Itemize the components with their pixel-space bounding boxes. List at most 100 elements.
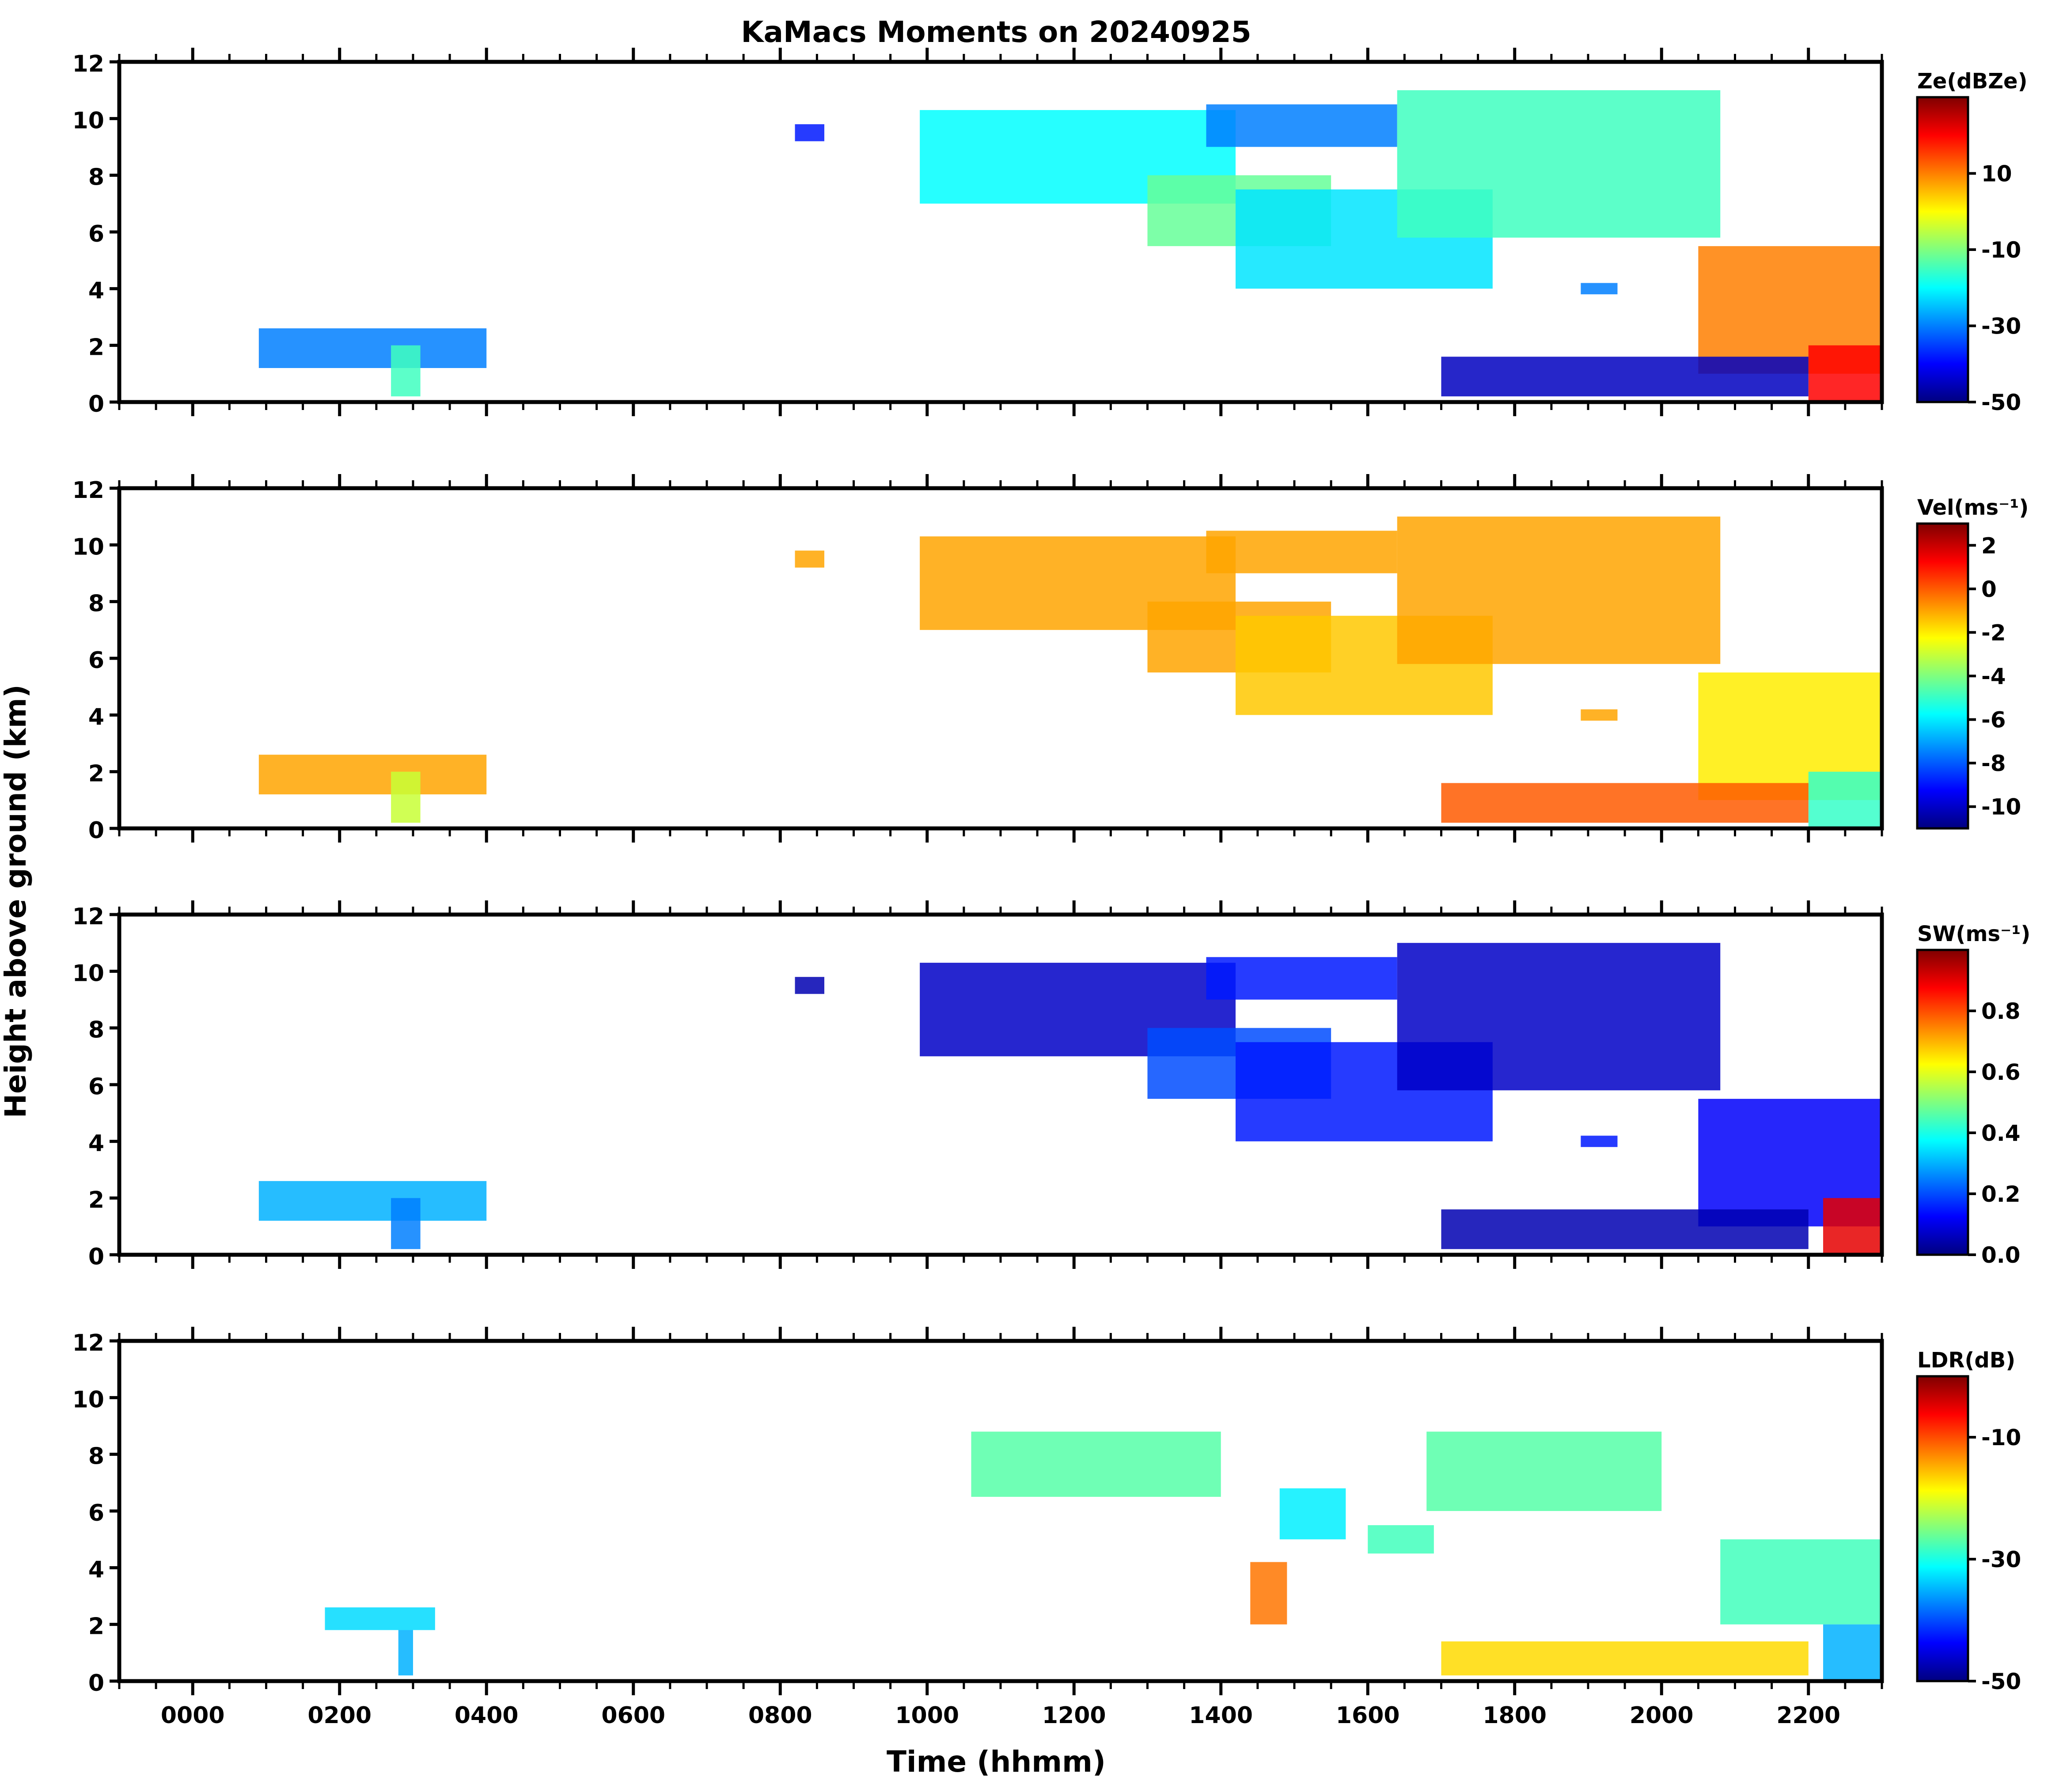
- y-tick-label: 8: [88, 1017, 104, 1044]
- colorbar-sw: 0.0 0.2 0.4 0.6 0.8 SW(ms⁻¹): [1916, 922, 2030, 1268]
- colorbar-gradient: [1916, 96, 1969, 403]
- colorbar-tick-label: -10: [1981, 794, 2021, 820]
- panel-ldr: 0 2 4 6 8 10 12 0000 0200 0400 0600 0800 1000 1200 140…: [72, 1327, 2021, 1729]
- colorbar-tick-label: 10: [1981, 161, 2012, 187]
- y-tick-label: 6: [88, 1500, 104, 1526]
- heatmap-feature: [1206, 104, 1397, 147]
- heatmap-feature: [1720, 1539, 1882, 1625]
- colorbar-tick-label: -10: [1981, 1425, 2021, 1450]
- heatmap-feature: [391, 1198, 421, 1249]
- x-tick-label: 1600: [1336, 1702, 1400, 1729]
- heatmap-feature: [1397, 516, 1721, 664]
- y-tick-label: 8: [88, 1443, 104, 1470]
- heatmap-feature: [1441, 783, 1809, 823]
- colorbar-tick-label: -4: [1981, 664, 2006, 689]
- colorbar-gradient: [1916, 522, 1969, 830]
- heatmap-feature: [1581, 709, 1618, 721]
- colorbar-ze: -50 -30 -10 10 Ze(dBZe): [1916, 69, 2028, 415]
- heatmap-feature: [1426, 1431, 1662, 1511]
- heatmap-feature: [1368, 1525, 1434, 1554]
- heatmap-feature: [1808, 771, 1882, 828]
- y-tick-label: 12: [72, 477, 104, 504]
- heatmap-feature: [1206, 531, 1397, 573]
- x-tick-label: 1000: [895, 1702, 959, 1729]
- heatmap-feature: [1823, 1198, 1882, 1255]
- heatmap-feature: [1397, 943, 1721, 1090]
- heatmap-feature: [1581, 283, 1618, 295]
- y-tick-label: 10: [72, 534, 104, 560]
- heatmap-feature: [1808, 345, 1882, 402]
- heatmap-data: [258, 90, 1882, 402]
- heatmap-feature: [1441, 1641, 1809, 1676]
- y-tick-label: 8: [88, 164, 104, 191]
- x-tick-label: 0000: [161, 1702, 225, 1729]
- y-tick-label: 4: [88, 1557, 104, 1583]
- colorbar-tick-label: -8: [1981, 751, 2006, 776]
- heatmap-feature: [258, 1181, 487, 1221]
- heatmap-data: [325, 1431, 1882, 1681]
- heatmap-feature: [1823, 1624, 1882, 1681]
- colorbar-tick-label: -30: [1981, 1547, 2021, 1572]
- colorbar-tick-label: 0: [1981, 577, 1997, 602]
- colorbar-label: SW(ms⁻¹): [1917, 922, 2030, 946]
- y-axis-label: Height above ground (km): [0, 684, 33, 1118]
- x-tick-label: 0600: [601, 1702, 665, 1729]
- colorbar-gradient: [1916, 1375, 1969, 1682]
- colorbar-label: LDR(dB): [1917, 1348, 2015, 1373]
- x-tick-label: 2200: [1776, 1702, 1840, 1729]
- colorbar-label: Vel(ms⁻¹): [1917, 495, 2029, 520]
- heatmap-feature: [1250, 1562, 1287, 1625]
- colorbar-vel: -10 -8 -6 -4 -2 0 2 Vel(ms⁻¹): [1916, 495, 2029, 830]
- colorbar-tick-label: -6: [1981, 707, 2006, 733]
- y-tick-label: 10: [72, 1386, 104, 1413]
- y-tick-label: 4: [88, 704, 104, 730]
- heatmap-feature: [258, 328, 487, 368]
- x-axis-label: Time (hhmm): [887, 1745, 1106, 1779]
- heatmap-feature: [1441, 1209, 1809, 1249]
- colorbar-tick-label: 0.6: [1981, 1059, 2021, 1085]
- heatmap-feature: [391, 771, 421, 823]
- colorbar-tick-label: -50: [1981, 390, 2021, 415]
- x-tick-label: 2000: [1630, 1702, 1694, 1729]
- heatmap-data: [258, 516, 1882, 828]
- x-tick-label: 1800: [1483, 1702, 1547, 1729]
- y-tick-label: 10: [72, 960, 104, 987]
- colorbar-label: Ze(dBZe): [1917, 69, 2028, 94]
- colorbar-ldr: -50 -30 -10 LDR(dB): [1916, 1348, 2021, 1694]
- colorbar-tick-label: 0.4: [1981, 1120, 2021, 1146]
- y-tick-label: 0: [88, 391, 104, 418]
- x-tick-label: 1200: [1042, 1702, 1106, 1729]
- heatmap-feature: [795, 551, 824, 568]
- colorbar-tick-label: 0.8: [1981, 999, 2021, 1024]
- heatmap-data: [258, 943, 1882, 1255]
- colorbar-tick-label: 2: [1981, 533, 1997, 558]
- y-tick-label: 2: [88, 334, 104, 361]
- heatmap-feature: [1279, 1488, 1346, 1540]
- y-tick-label: 0: [88, 1244, 104, 1270]
- x-tick-label: 0800: [748, 1702, 812, 1729]
- colorbar-tick-label: -10: [1981, 237, 2021, 263]
- y-tick-label: 12: [72, 51, 104, 77]
- y-tick-label: 12: [72, 1330, 104, 1356]
- colorbar-tick-label: 0.0: [1981, 1242, 2021, 1268]
- y-tick-label: 2: [88, 1187, 104, 1214]
- heatmap-feature: [258, 755, 487, 794]
- heatmap-feature: [1581, 1135, 1618, 1147]
- heatmap-feature: [795, 124, 824, 141]
- colorbar-tick-label: -30: [1981, 314, 2021, 339]
- heatmap-feature: [1206, 957, 1397, 1000]
- colorbar-gradient: [1916, 949, 1969, 1256]
- y-tick-label: 4: [88, 1130, 104, 1157]
- colorbar-tick-label: 0.2: [1981, 1181, 2021, 1207]
- y-tick-label: 6: [88, 221, 104, 247]
- colorbar-tick-label: -2: [1981, 620, 2006, 645]
- y-tick-label: 0: [88, 817, 104, 844]
- x-tick-label: 0400: [455, 1702, 519, 1729]
- heatmap-feature: [398, 1630, 413, 1676]
- x-tick-label: 0200: [307, 1702, 372, 1729]
- heatmap-feature: [1397, 90, 1721, 238]
- heatmap-feature: [971, 1431, 1221, 1497]
- panel-ze: 0 2 4 6 8 10 12 -50 -30 -10 10 Ze(dBZe): [72, 48, 2028, 418]
- y-tick-label: 10: [72, 107, 104, 134]
